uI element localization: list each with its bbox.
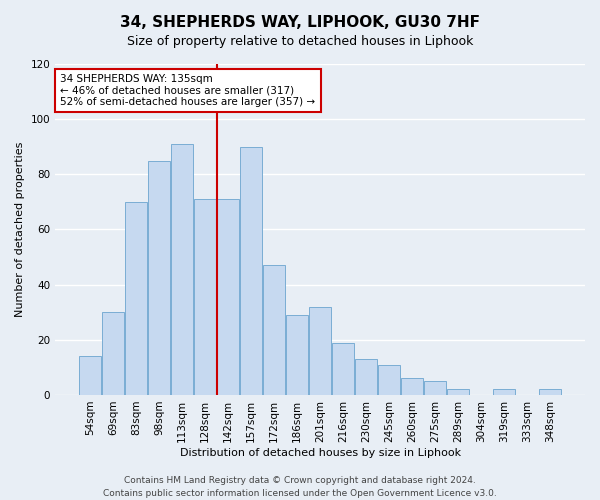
Bar <box>194 199 216 395</box>
Text: Contains HM Land Registry data © Crown copyright and database right 2024.
Contai: Contains HM Land Registry data © Crown c… <box>103 476 497 498</box>
Y-axis label: Number of detached properties: Number of detached properties <box>15 142 25 317</box>
Bar <box>79 356 101 395</box>
Bar <box>309 306 331 395</box>
Text: 34, SHEPHERDS WAY, LIPHOOK, GU30 7HF: 34, SHEPHERDS WAY, LIPHOOK, GU30 7HF <box>120 15 480 30</box>
Bar <box>171 144 193 395</box>
Bar <box>148 160 170 395</box>
Bar <box>539 390 561 395</box>
Bar <box>286 315 308 395</box>
Bar <box>217 199 239 395</box>
Bar <box>493 390 515 395</box>
Bar <box>332 342 354 395</box>
Bar <box>424 381 446 395</box>
Bar <box>102 312 124 395</box>
Bar <box>240 146 262 395</box>
Text: Size of property relative to detached houses in Liphook: Size of property relative to detached ho… <box>127 35 473 48</box>
Bar <box>355 359 377 395</box>
Bar <box>447 390 469 395</box>
Bar <box>263 266 285 395</box>
Text: 34 SHEPHERDS WAY: 135sqm
← 46% of detached houses are smaller (317)
52% of semi-: 34 SHEPHERDS WAY: 135sqm ← 46% of detach… <box>61 74 316 107</box>
X-axis label: Distribution of detached houses by size in Liphook: Distribution of detached houses by size … <box>179 448 461 458</box>
Bar <box>378 364 400 395</box>
Bar <box>125 202 147 395</box>
Bar <box>401 378 423 395</box>
